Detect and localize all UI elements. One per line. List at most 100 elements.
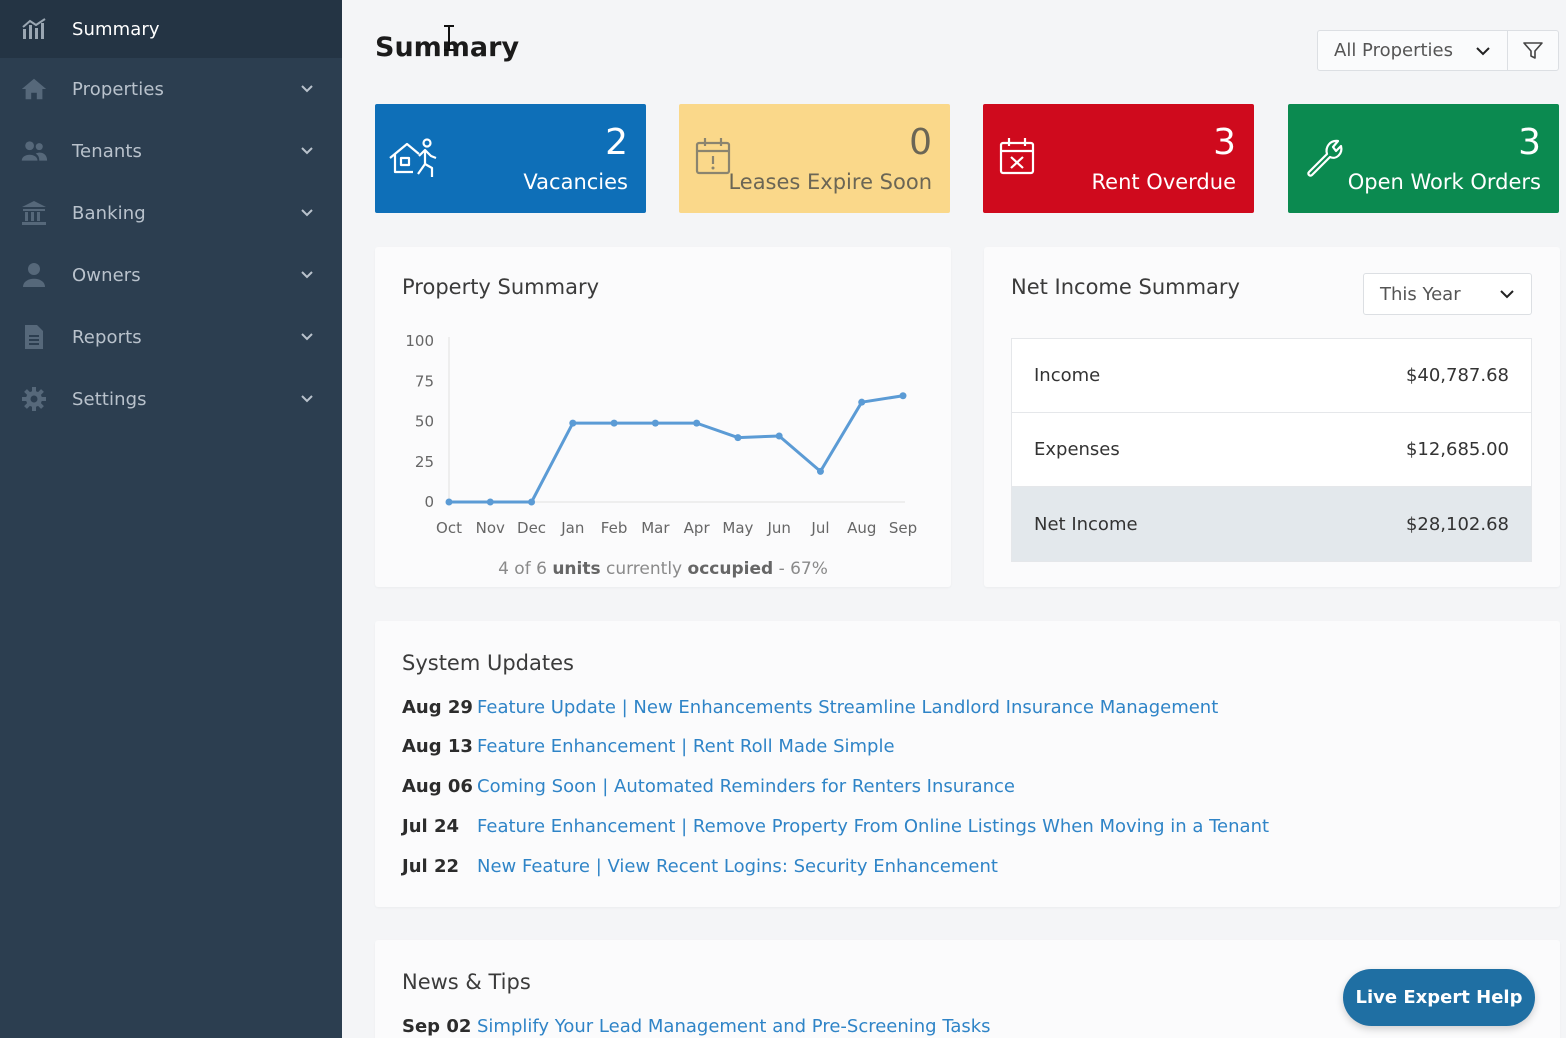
net-income-amount: $28,102.68 <box>1405 513 1509 535</box>
chevron-down-icon <box>301 147 313 155</box>
net-income-row: Net Income $28,102.68 <box>1012 487 1531 561</box>
calendar-x-icon <box>999 138 1035 175</box>
occupancy-chart: 0 25 50 75 100 Oct Nov Dec Jan Feb Mar Apr May Jun Jul… <box>405 332 917 537</box>
vacancies-tile[interactable]: 2 Vacancies <box>375 104 646 213</box>
x-tick-label: Dec <box>517 519 546 537</box>
data-point <box>775 432 783 440</box>
income-amount: $40,787.68 <box>1405 365 1509 386</box>
income-row: Income $40,787.68 <box>1012 339 1531 413</box>
income-table: Income $40,787.68 Expenses $12,685.00 Ne… <box>1011 338 1532 562</box>
leases-expire-count: 0 <box>909 122 932 163</box>
expenses-label: Expenses <box>1034 439 1120 460</box>
x-tick-label: Nov <box>476 519 505 537</box>
calendar-alert-icon <box>695 138 731 175</box>
sidebar-item-label: Reports <box>72 326 142 348</box>
sidebar-item-reports[interactable]: Reports <box>0 306 342 368</box>
list-item: Jul 24 Feature Enhancement | Remove Prop… <box>402 816 1269 837</box>
wrench-icon <box>1307 139 1343 177</box>
list-item: Aug 13 Feature Enhancement | Rent Roll M… <box>402 736 895 757</box>
data-point <box>528 498 536 506</box>
sidebar-item-banking[interactable]: Banking <box>0 182 342 244</box>
chevron-down-icon <box>301 209 313 217</box>
chevron-down-icon <box>301 85 313 93</box>
house-runner-icon <box>389 138 437 177</box>
sidebar-item-tenants[interactable]: Tenants <box>0 120 342 182</box>
data-point <box>651 419 659 427</box>
occupancy-percent: - 67% <box>778 559 828 579</box>
chevron-down-icon <box>1476 47 1490 56</box>
property-filter-value: All Properties <box>1334 40 1454 61</box>
x-tick-label: Sep <box>889 519 917 537</box>
leases-expire-tile[interactable]: 0 Leases Expire Soon <box>679 104 950 213</box>
sidebar-item-label: Settings <box>72 388 147 410</box>
vacancies-label: Vacancies <box>523 170 628 194</box>
sidebar-item-summary[interactable]: Summary <box>0 0 342 58</box>
x-tick-label: Oct <box>436 519 462 537</box>
bank-icon <box>20 199 48 227</box>
sidebar-item-owners[interactable]: Owners <box>0 244 342 306</box>
occupancy-series-line <box>449 394 904 504</box>
people-icon <box>20 137 48 165</box>
data-point <box>569 419 577 427</box>
work-orders-tile[interactable]: 3 Open Work Orders <box>1288 104 1559 213</box>
house-icon <box>20 75 48 103</box>
list-item: Aug 29 Feature Update | New Enhancements… <box>402 697 1218 718</box>
update-link[interactable]: New Feature | View Recent Logins: Securi… <box>477 856 998 877</box>
x-tick-label: Jun <box>766 519 790 537</box>
list-item: Sep 02 Simplify Your Lead Management and… <box>402 1016 991 1037</box>
list-item: Aug 06 Coming Soon | Automated Reminders… <box>402 776 1015 797</box>
chevron-down-icon <box>1500 290 1514 299</box>
live-expert-help-button[interactable]: Live Expert Help <box>1343 969 1535 1026</box>
net-income-label: Net Income <box>1034 513 1138 535</box>
gear-icon <box>20 385 48 413</box>
y-tick-label: 0 <box>424 493 434 511</box>
expenses-row: Expenses $12,685.00 <box>1012 413 1531 487</box>
work-orders-label: Open Work Orders <box>1347 170 1541 194</box>
period-value: This Year <box>1380 283 1461 305</box>
filter-button[interactable] <box>1507 30 1559 71</box>
x-tick-label: Apr <box>684 519 711 537</box>
property-summary-card: Property Summary 0 25 50 75 100 Oct Nov Dec Jan F… <box>375 247 951 587</box>
rent-overdue-tile[interactable]: 3 Rent Overdue <box>983 104 1254 213</box>
x-tick-label: Aug <box>847 519 876 537</box>
rent-overdue-count: 3 <box>1213 122 1236 163</box>
occupancy-occupied-word: occupied <box>687 559 774 579</box>
data-point <box>445 498 453 506</box>
update-link[interactable]: Feature Enhancement | Remove Property Fr… <box>477 816 1270 837</box>
update-link[interactable]: Feature Update | New Enhancements Stream… <box>477 697 1219 718</box>
system-updates-card: System Updates Aug 29 Feature Update | N… <box>375 621 1560 907</box>
income-label: Income <box>1034 365 1101 386</box>
y-tick-label: 25 <box>415 453 434 471</box>
update-date: Aug 29 <box>402 697 473 718</box>
y-tick-label: 50 <box>415 413 434 431</box>
expenses-amount: $12,685.00 <box>1405 439 1509 460</box>
news-link[interactable]: Simplify Your Lead Management and Pre-Sc… <box>477 1016 991 1037</box>
update-date: Jul 22 <box>402 856 459 877</box>
vacancies-count: 2 <box>605 122 628 163</box>
sidebar-item-settings[interactable]: Settings <box>0 368 342 430</box>
page-title: Summary <box>375 32 520 63</box>
y-tick-label: 100 <box>405 332 434 350</box>
data-point <box>816 467 824 475</box>
period-select[interactable]: This Year <box>1363 273 1532 315</box>
sidebar-item-properties[interactable]: Properties <box>0 58 342 120</box>
property-summary-title: Property Summary <box>402 275 600 299</box>
update-link[interactable]: Feature Enhancement | Rent Roll Made Sim… <box>477 736 895 757</box>
update-date: Jul 24 <box>402 816 459 837</box>
person-icon <box>20 261 48 289</box>
property-filter-select[interactable]: All Properties <box>1317 30 1508 71</box>
sidebar-item-label: Banking <box>72 202 146 224</box>
occupancy-count: 4 of 6 <box>498 559 547 579</box>
news-tips-title: News & Tips <box>402 970 531 994</box>
data-point <box>858 398 866 406</box>
chart-icon <box>20 15 48 43</box>
chevron-down-icon <box>301 333 313 341</box>
chevron-down-icon <box>301 271 313 279</box>
leases-expire-label: Leases Expire Soon <box>728 170 932 194</box>
data-point <box>486 498 494 506</box>
data-point <box>610 419 618 427</box>
sidebar-item-label: Tenants <box>72 140 142 162</box>
sidebar-item-label: Owners <box>72 264 141 286</box>
update-link[interactable]: Coming Soon | Automated Reminders for Re… <box>477 776 1015 797</box>
rent-overdue-label: Rent Overdue <box>1091 170 1237 194</box>
